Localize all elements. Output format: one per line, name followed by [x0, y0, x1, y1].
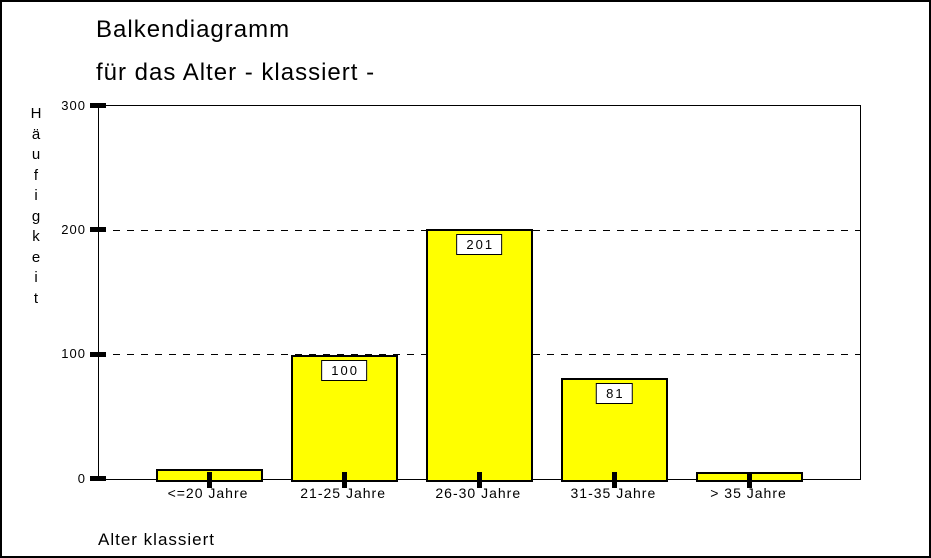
x-tick-mark-5 [747, 472, 752, 488]
x-tick-mark-3 [476, 472, 482, 488]
chart-title-line-1: Balkendiagramm [96, 16, 291, 43]
y-tick-mark-300 [90, 103, 106, 108]
x-category-label-5: > 35 Jahre [710, 485, 787, 501]
x-category-label-4: 31-35 Jahre [570, 485, 657, 501]
x-category-label-3: 26-30 Jahre [435, 485, 522, 501]
y-tick-mark-0 [90, 476, 106, 481]
chart-title-line-2: für das Alter - klassiert - [96, 59, 376, 86]
x-category-label-1: <=20 Jahre [167, 485, 249, 501]
y-tick-mark-200 [90, 227, 106, 233]
y-tick-label-0: 0 [77, 470, 86, 486]
bar-value-label-3: 201 [456, 234, 503, 256]
bar-value-label-4: 81 [596, 383, 633, 405]
y-tick-mark-100 [90, 351, 106, 357]
x-category-label-2: 21-25 Jahre [300, 485, 386, 501]
y-tick-label-200: 200 [61, 221, 86, 237]
y-tick-label-300: 300 [61, 97, 86, 113]
x-tick-mark-2 [341, 472, 347, 488]
x-tick-mark-4 [611, 472, 617, 488]
x-axis-label: Alter klassiert [98, 530, 216, 549]
y-tick-label-100: 100 [61, 346, 86, 362]
bar-value-label-2: 100 [321, 359, 367, 381]
x-tick-mark-1 [206, 472, 212, 488]
plot-area: 100 201 81 [98, 105, 861, 488]
bar-3 [425, 229, 533, 482]
